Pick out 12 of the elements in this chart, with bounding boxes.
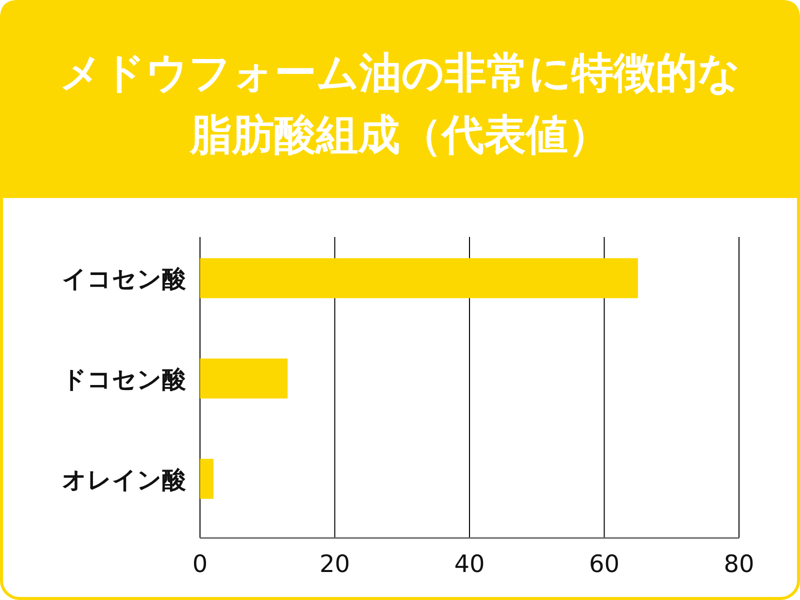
chart-title: メドウフォーム油の非常に特徴的な脂肪酸組成（代表値）	[58, 47, 742, 161]
x-tick-label: 80	[724, 550, 754, 578]
x-tick-label: 0	[192, 550, 208, 578]
y-tick-label: イコセン酸	[62, 265, 187, 294]
bar	[200, 358, 288, 398]
x-tick-label: 40	[454, 550, 485, 578]
y-tick-label: オレイン酸	[62, 466, 187, 494]
x-tick-label: 60	[588, 550, 620, 578]
bar	[200, 258, 638, 298]
x-tick-label: 20	[319, 550, 350, 578]
bar	[200, 458, 214, 499]
y-tick-label: ドコセン酸	[62, 366, 187, 394]
